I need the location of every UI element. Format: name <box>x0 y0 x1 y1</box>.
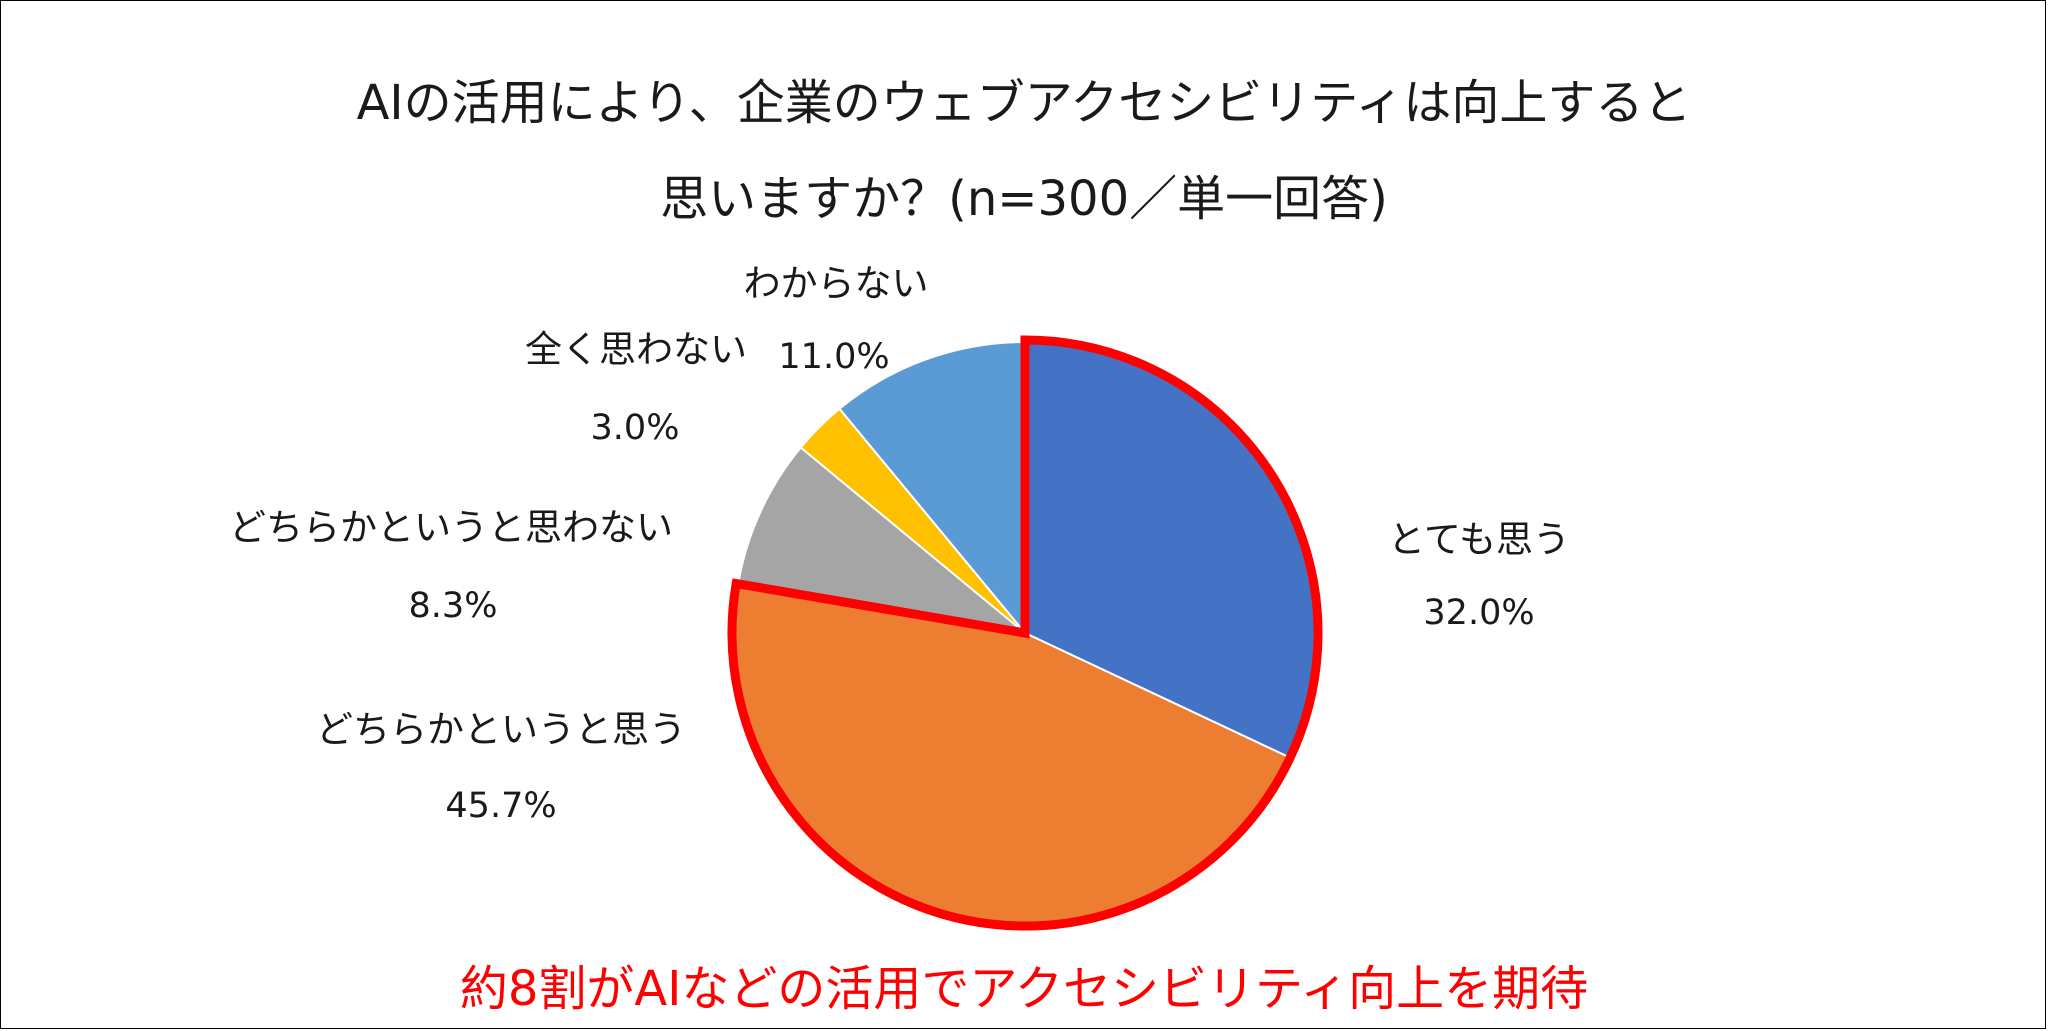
highlight-outline <box>727 335 1323 931</box>
slice-value-somewhat-disagree: 8.3% <box>408 586 498 626</box>
slice-label-very-much: とても思う <box>1387 518 1571 561</box>
slice-value-very-much: 32.0% <box>1423 593 1535 633</box>
slice-somewhat-disagree <box>737 446 1029 635</box>
slice-label-not-at-all: 全く思わない <box>525 328 747 371</box>
slice-label-somewhat-disagree: どちらかというと思わない <box>229 506 673 549</box>
chart-subtitle: 思いますか？(n=300／単一回答) <box>660 171 1388 227</box>
slice-value-dont-know: 11.0% <box>778 337 890 377</box>
slice-value-somewhat-agree: 45.7% <box>445 786 557 826</box>
slice-value-not-at-all: 3.0% <box>590 408 680 448</box>
slice-dont-know <box>838 340 1026 636</box>
slice-label-somewhat-agree: どちらかというと思う <box>316 708 686 751</box>
slice-label-dont-know: わからない <box>743 262 929 305</box>
chart-annotation: 約8割がAIなどの活用でアクセシビリティ向上を期待 <box>459 961 1589 1017</box>
chart-title: AIの活用により、企業のウェブアクセシビリティは向上すると <box>356 75 1692 131</box>
